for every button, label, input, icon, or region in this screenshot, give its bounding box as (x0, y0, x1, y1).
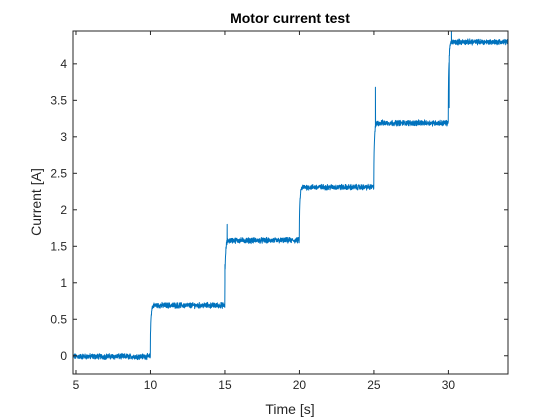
x-tick-label: 20 (293, 378, 307, 392)
y-axis-label: Current [A] (28, 168, 44, 236)
y-tick-label: 1 (60, 276, 67, 290)
y-tick-label: 0 (60, 349, 67, 363)
x-tick-label: 25 (367, 378, 381, 392)
y-tick-label: 4 (60, 57, 67, 71)
y-tick-label: 3.5 (50, 93, 67, 107)
y-tick-label: 0.5 (50, 312, 67, 326)
x-axis-label: Time [s] (265, 401, 314, 417)
chart-title: Motor current test (230, 10, 350, 26)
y-tick-label: 2 (60, 203, 67, 217)
x-tick-label: 5 (73, 378, 80, 392)
y-tick-label: 1.5 (50, 239, 67, 253)
plot-area (73, 31, 508, 374)
y-tick-label: 3 (60, 130, 67, 144)
series-line (73, 31, 508, 361)
x-tick-label: 30 (442, 378, 456, 392)
x-tick-label: 15 (218, 378, 232, 392)
x-axis: 5 10 15 20 25 30 (73, 31, 456, 392)
y-tick-label: 2.5 (50, 166, 67, 180)
x-tick-label: 10 (144, 378, 158, 392)
series-layer (73, 31, 508, 361)
y-axis: 0 0.5 1 1.5 2 2.5 3 3.5 4 (50, 57, 508, 363)
axes-box (72, 30, 509, 375)
